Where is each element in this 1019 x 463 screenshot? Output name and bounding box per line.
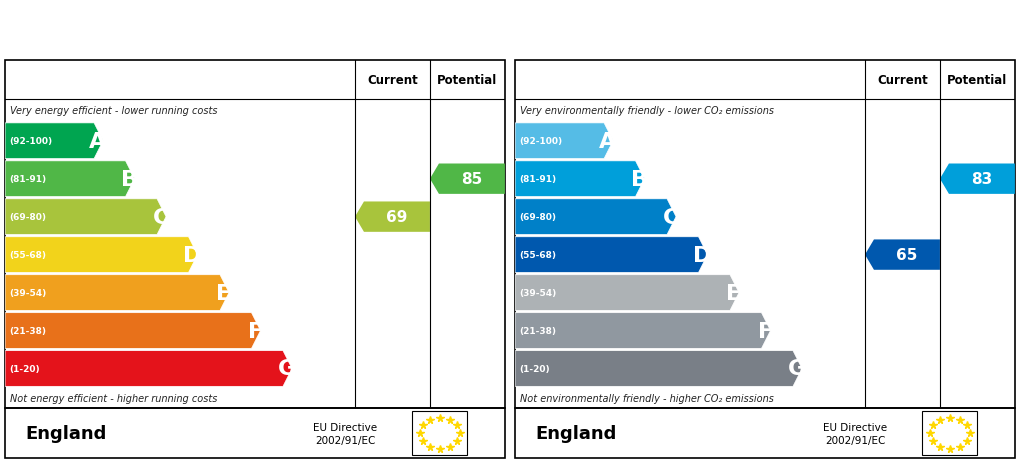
Polygon shape [515, 162, 644, 197]
Text: C: C [661, 207, 679, 227]
Text: Potential: Potential [437, 74, 497, 87]
Polygon shape [5, 351, 291, 387]
Text: EU Directive
2002/91/EC: EU Directive 2002/91/EC [822, 422, 887, 445]
Text: A: A [89, 131, 106, 151]
Text: Very energy efficient - lower running costs: Very energy efficient - lower running co… [10, 106, 217, 116]
Text: Not energy efficient - higher running costs: Not energy efficient - higher running co… [10, 393, 217, 403]
Text: F: F [248, 321, 263, 341]
Polygon shape [515, 200, 676, 235]
Text: Current: Current [367, 74, 418, 87]
Text: (21-38): (21-38) [519, 326, 555, 335]
Text: G: G [787, 359, 805, 379]
Polygon shape [515, 237, 707, 273]
Text: (69-80): (69-80) [9, 213, 46, 222]
Polygon shape [864, 240, 940, 270]
Polygon shape [940, 164, 1014, 194]
Text: (81-91): (81-91) [9, 175, 46, 184]
Text: E: E [726, 283, 741, 303]
Text: Environmental Impact (CO: Environmental Impact (CO [532, 24, 820, 43]
Text: Potential: Potential [947, 74, 1007, 87]
Text: Not environmentally friendly - higher CO₂ emissions: Not environmentally friendly - higher CO… [520, 393, 773, 403]
Text: 69: 69 [386, 210, 408, 225]
Text: (55-68): (55-68) [519, 250, 555, 260]
Text: Very environmentally friendly - lower CO₂ emissions: Very environmentally friendly - lower CO… [520, 106, 773, 116]
Text: B: B [120, 169, 138, 189]
Text: D: D [182, 245, 201, 265]
Text: C: C [152, 207, 169, 227]
Text: (21-38): (21-38) [9, 326, 46, 335]
Text: 85: 85 [461, 172, 482, 187]
Text: (39-54): (39-54) [519, 288, 555, 297]
Text: 83: 83 [970, 172, 991, 187]
Text: (69-80): (69-80) [519, 213, 555, 222]
Text: (1-20): (1-20) [9, 364, 40, 373]
Polygon shape [430, 164, 504, 194]
Polygon shape [5, 124, 103, 159]
Polygon shape [5, 275, 229, 311]
Text: England: England [25, 425, 106, 442]
Text: D: D [692, 245, 710, 265]
Polygon shape [5, 200, 166, 235]
Text: 65: 65 [896, 248, 917, 263]
Text: England: England [535, 425, 615, 442]
Text: (81-91): (81-91) [519, 175, 555, 184]
Polygon shape [515, 351, 801, 387]
Text: B: B [630, 169, 647, 189]
Text: G: G [277, 359, 296, 379]
Polygon shape [515, 275, 739, 311]
Bar [412, 412, 467, 456]
Text: A: A [598, 131, 615, 151]
Text: Energy Efficiency Rating: Energy Efficiency Rating [22, 24, 291, 43]
Polygon shape [355, 202, 430, 232]
Polygon shape [5, 313, 260, 349]
Text: E: E [216, 283, 231, 303]
Text: F: F [757, 321, 772, 341]
Text: 2: 2 [893, 33, 902, 46]
Text: (55-68): (55-68) [9, 250, 46, 260]
Polygon shape [5, 237, 198, 273]
Text: (92-100): (92-100) [519, 137, 561, 146]
Bar [921, 412, 976, 456]
Polygon shape [515, 124, 612, 159]
Text: (92-100): (92-100) [9, 137, 52, 146]
Text: (1-20): (1-20) [519, 364, 549, 373]
Polygon shape [5, 162, 135, 197]
Polygon shape [515, 313, 769, 349]
Text: ) Rating: ) Rating [901, 24, 988, 43]
Text: EU Directive
2002/91/EC: EU Directive 2002/91/EC [313, 422, 377, 445]
Text: Current: Current [876, 74, 927, 87]
Text: (39-54): (39-54) [9, 288, 46, 297]
